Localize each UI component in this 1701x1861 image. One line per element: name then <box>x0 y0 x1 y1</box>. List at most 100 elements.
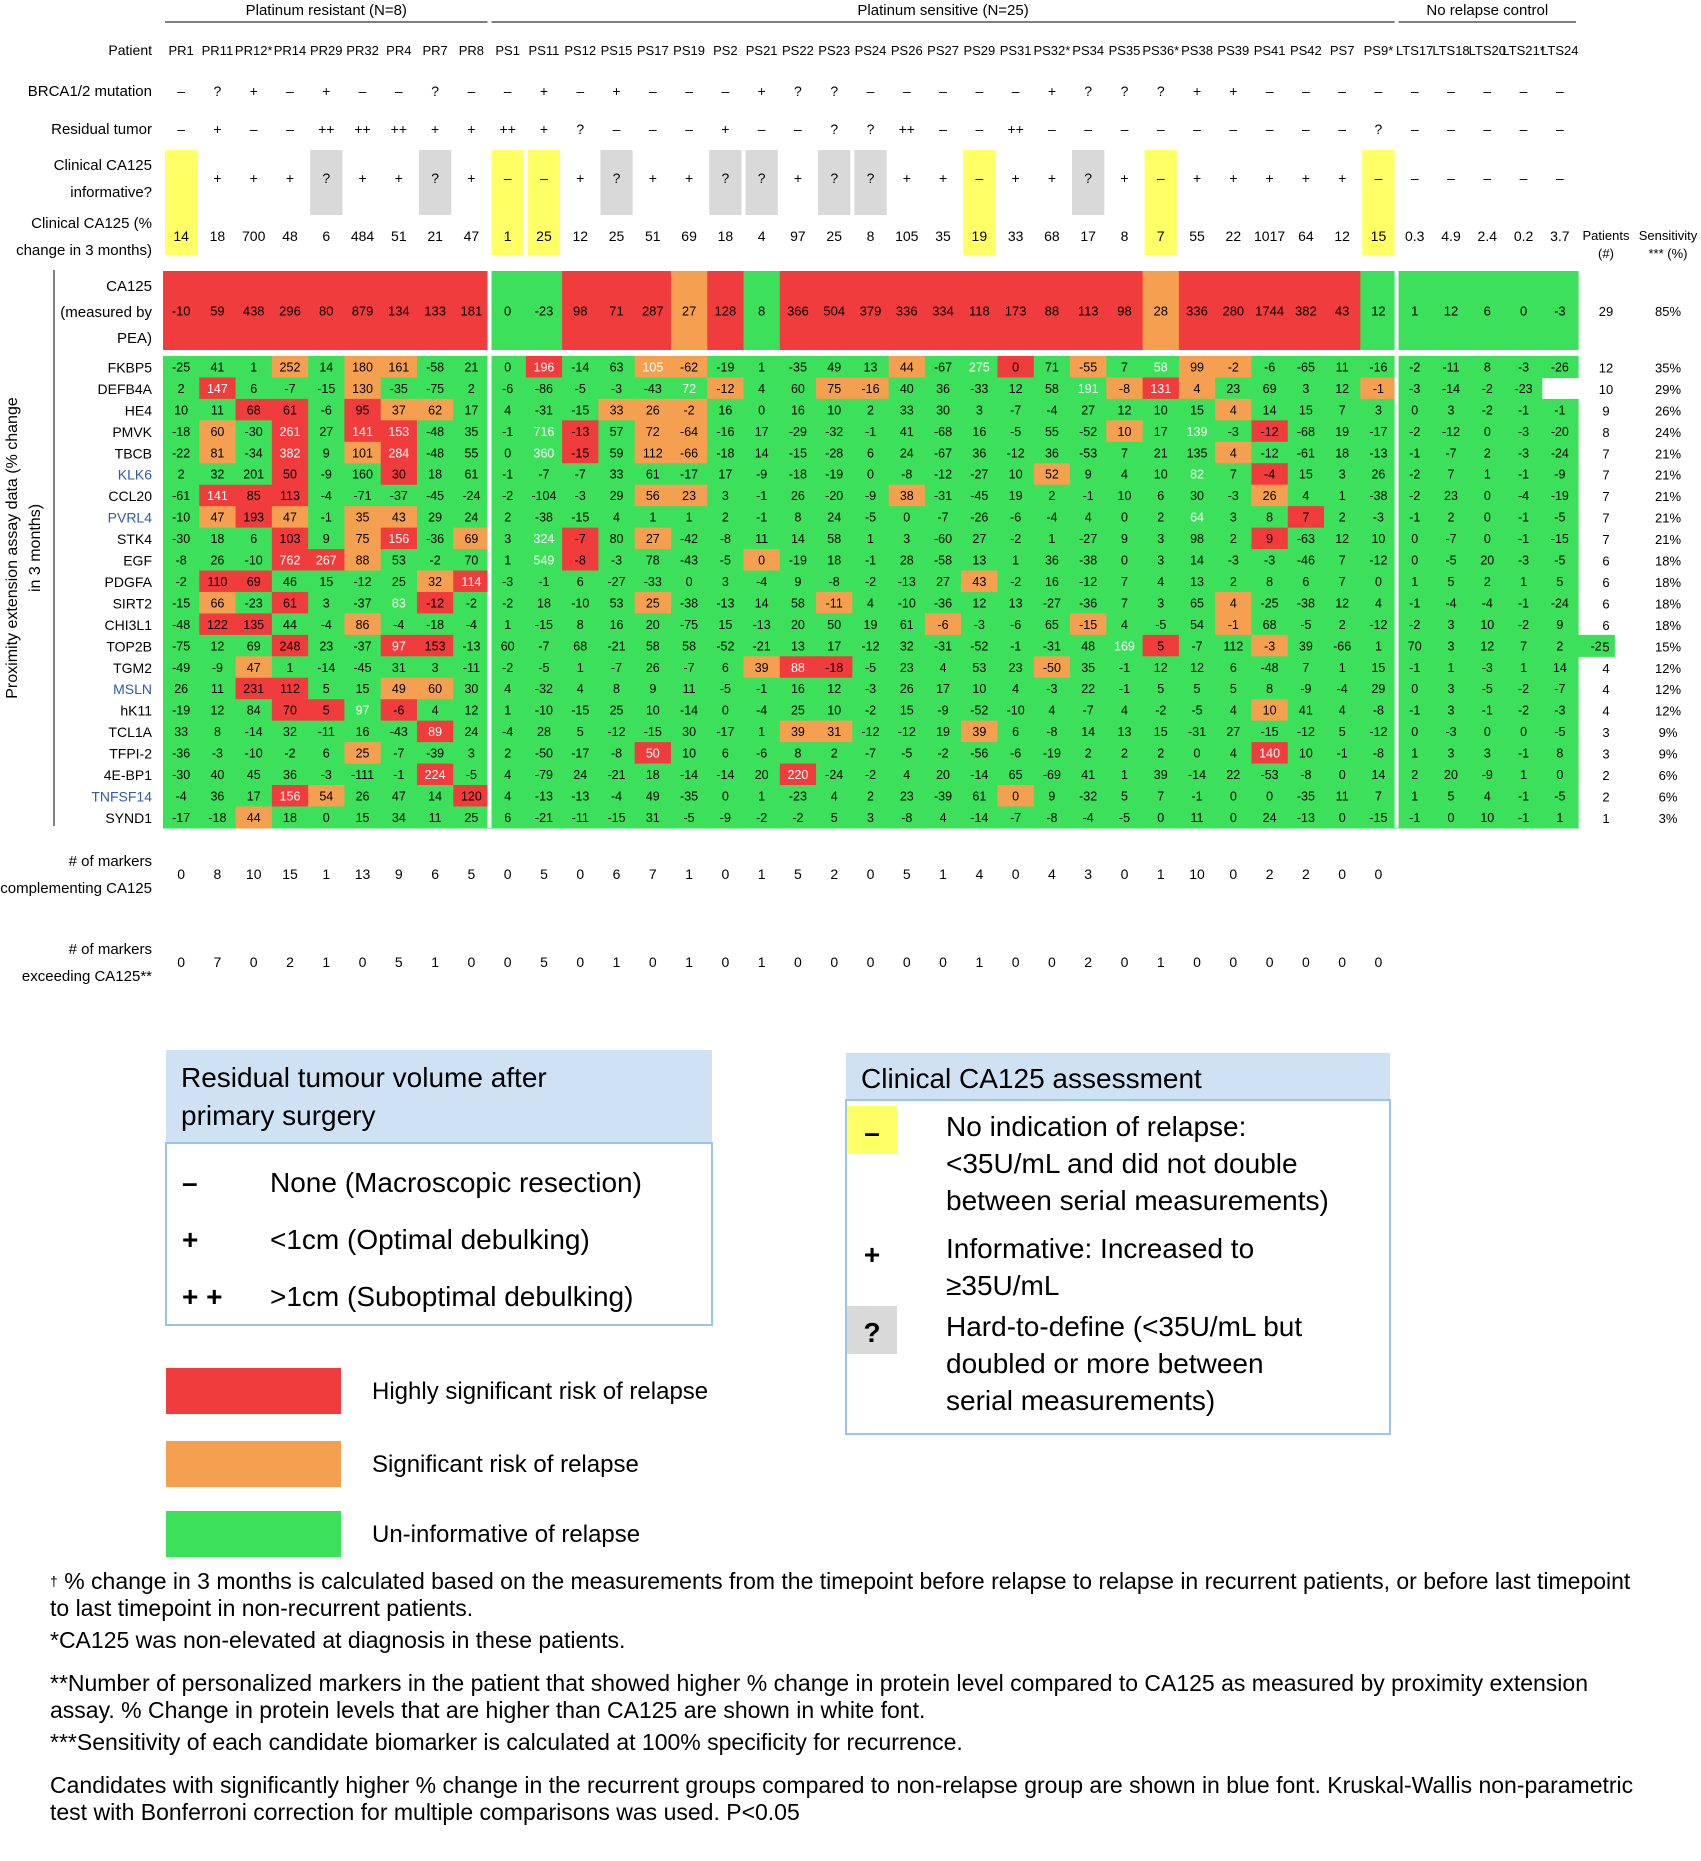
cell-value: 10 <box>682 747 696 761</box>
marker-patients: 6 <box>1602 596 1609 611</box>
heatmap-cell <box>1070 398 1107 421</box>
cell-value: 1 <box>1411 747 1418 761</box>
heatmap-cell <box>1324 463 1361 486</box>
heatmap-cell <box>1541 506 1579 529</box>
heatmap-cell <box>271 720 309 743</box>
marker-patients: 6 <box>1602 618 1609 633</box>
clinical-value: – <box>613 121 621 137</box>
heatmap-cell <box>308 763 346 786</box>
heatmap-cell <box>235 613 273 636</box>
cell-value: 23 <box>900 661 914 675</box>
cell-value: -5 <box>720 682 731 696</box>
clinical-value: + <box>395 170 403 186</box>
cell-value: 85 <box>247 489 261 503</box>
heatmap-cell <box>562 656 599 679</box>
cell-value: 0 <box>1484 532 1491 546</box>
heatmap-cell <box>1106 570 1144 593</box>
bottom-row-value: 1 <box>758 866 766 882</box>
heatmap-cell <box>416 549 454 572</box>
cell-value: 2 <box>1484 575 1491 589</box>
cell-value: 36 <box>972 446 986 460</box>
heatmap-cell <box>1215 398 1253 421</box>
cell-value: -4 <box>1482 596 1493 610</box>
cell-value: 60 <box>210 425 224 439</box>
cell-value: -14 <box>680 704 698 718</box>
cell-value: 7 <box>1302 511 1309 525</box>
clinical-value: ? <box>830 121 838 137</box>
cell-value: -11 <box>572 811 589 825</box>
heatmap-cell <box>1106 463 1144 486</box>
heatmap-cell <box>235 677 273 700</box>
clinical-value: 51 <box>391 228 407 244</box>
heatmap-cell <box>1215 656 1253 679</box>
marker-label: SIRT2 <box>113 595 153 611</box>
patient-id: PR12* <box>235 43 273 58</box>
heatmap-cell <box>779 398 817 421</box>
clinical-value: 48 <box>282 228 298 244</box>
heatmap-cell <box>1469 398 1507 421</box>
heatmap-cell <box>1324 377 1361 400</box>
heatmap-cell <box>779 656 817 679</box>
row-label: Clinical CA125 (% <box>31 215 152 232</box>
heatmap-cell <box>1541 398 1579 421</box>
heatmap-cell <box>888 763 926 786</box>
cell-value: 3 <box>1448 704 1455 718</box>
cell-value: 80 <box>610 532 624 546</box>
cell-value: -4 <box>1518 489 1529 503</box>
highlight-yellow <box>963 150 996 255</box>
heatmap-cell <box>997 463 1035 486</box>
heatmap-cell <box>453 506 491 529</box>
cell-value: 69 <box>464 532 478 546</box>
heatmap-cell <box>1505 806 1543 829</box>
heatmap-cell <box>525 441 563 464</box>
heatmap-cell <box>489 742 527 765</box>
cell-value: -21 <box>753 639 771 653</box>
clinical-value: + <box>467 121 475 137</box>
row-label: BRCA1/2 mutation <box>28 83 152 100</box>
heatmap-cell <box>634 634 672 657</box>
cell-value: 39 <box>1299 639 1313 653</box>
cell-value: 24 <box>900 446 914 460</box>
cell-value: 13 <box>1009 596 1023 610</box>
heatmap-cell <box>1287 356 1325 379</box>
heatmap-cell <box>924 506 962 529</box>
cell-value: -4 <box>502 725 513 739</box>
cell-value: 12 <box>1335 532 1349 546</box>
heatmap-cell <box>1505 356 1543 379</box>
cell-value: -2 <box>684 403 695 417</box>
cell-value: 135 <box>1187 446 1208 460</box>
marker-sensitivity: 29% <box>1655 382 1681 397</box>
cell-value: 20 <box>936 768 950 782</box>
cell-value: 8 <box>577 618 584 632</box>
heatmap-cell <box>1505 742 1543 765</box>
heatmap-cell <box>1324 398 1361 421</box>
cell-value: -3 <box>611 554 622 568</box>
marker-label: TBCB <box>115 445 152 461</box>
heatmap-cell <box>163 570 200 593</box>
cell-value: 4 <box>504 789 511 803</box>
cell-value: 36 <box>283 768 297 782</box>
heatmap-cell <box>525 420 563 443</box>
heatmap-cell <box>997 441 1035 464</box>
heatmap-cell <box>743 506 781 529</box>
cell-value: -15 <box>789 446 807 460</box>
cell-value: 1 <box>1012 554 1019 568</box>
ca125-cell <box>816 271 853 350</box>
heatmap-cell <box>489 656 527 679</box>
cell-value: -53 <box>1079 446 1097 460</box>
heatmap-cell <box>670 356 708 379</box>
cell-value: 26 <box>646 403 660 417</box>
cell-value: 2 <box>504 747 511 761</box>
heatmap-cell <box>1215 806 1253 829</box>
bottom-row-value: 5 <box>467 866 475 882</box>
cell-value: -3 <box>1228 554 1239 568</box>
cell-value: 324 <box>534 532 555 546</box>
cell-value: 180 <box>352 360 373 374</box>
heatmap-cell <box>1251 763 1289 786</box>
heatmap-cell <box>961 634 999 657</box>
marker-label: EGF <box>123 553 152 569</box>
heatmap-cell <box>1287 806 1325 829</box>
heatmap-cell <box>670 398 708 421</box>
heatmap-cell <box>961 356 999 379</box>
heatmap-cell <box>199 591 237 614</box>
